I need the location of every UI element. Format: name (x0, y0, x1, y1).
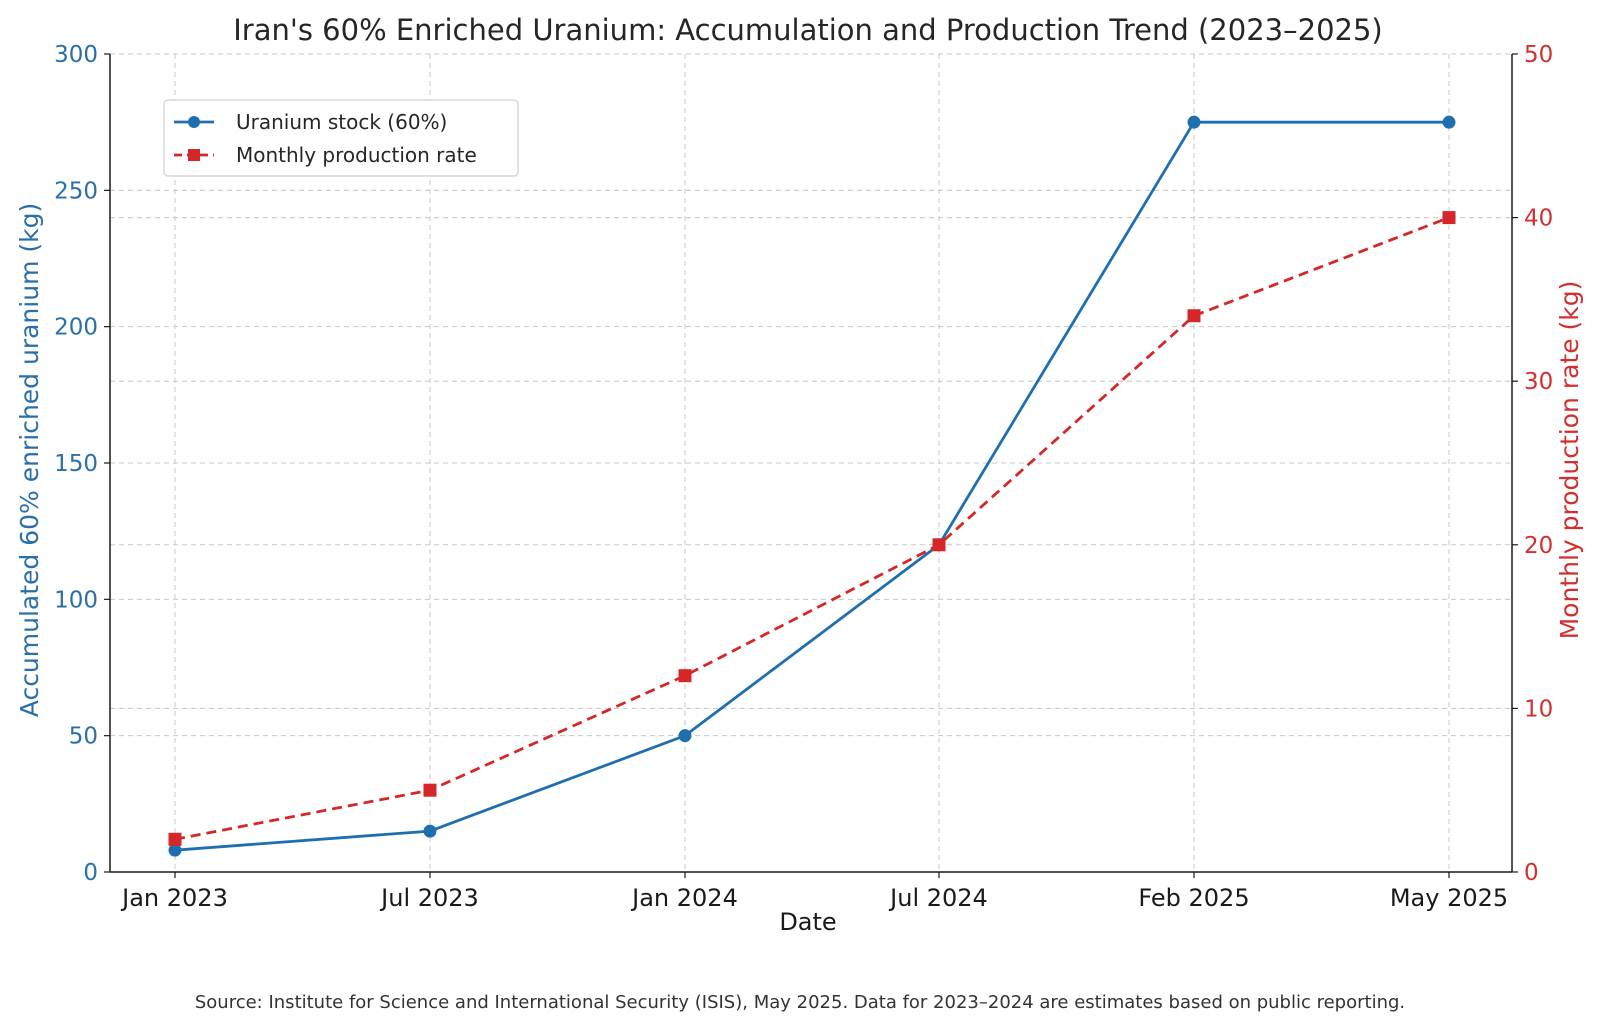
uranium-stock-point (1442, 115, 1456, 129)
x-tick-label: Jul 2024 (888, 884, 988, 912)
y-tick-label-left: 100 (54, 587, 98, 613)
legend-box (163, 99, 519, 177)
y-tick-label-left: 200 (54, 315, 98, 341)
axes: 0 50 100 150 200 250 300 0 10 20 30 40 50 Jan 2023 Jul… (54, 42, 1553, 912)
x-tick-label: Jan 2024 (630, 884, 738, 912)
y-tick-label-right: 20 (1524, 533, 1553, 559)
data-series (168, 115, 1456, 857)
production-rate-point (1187, 309, 1201, 323)
y-axis-label-left: Accumulated 60% enriched uranium (kg) (15, 203, 44, 717)
legend-label: Monthly production rate (236, 143, 477, 167)
x-tick-label: May 2025 (1390, 884, 1508, 912)
x-tick-label: Jul 2023 (379, 884, 479, 912)
y-axis-label-right: Monthly production rate (kg) (1555, 281, 1584, 640)
legend-marker-square (188, 149, 200, 161)
uranium-stock-point (423, 824, 437, 838)
uranium-stock-point (1187, 115, 1201, 129)
production-rate-point (168, 832, 182, 846)
uranium-stock-point (678, 729, 692, 743)
y-tick-label-left: 0 (83, 860, 98, 886)
y-tick-label-right: 0 (1524, 860, 1539, 886)
legend-marker-circle (188, 116, 200, 128)
y-tick-label-right: 10 (1524, 696, 1553, 722)
source-note: Source: Institute for Science and Intern… (195, 992, 1405, 1013)
uranium-stock-point (168, 843, 182, 857)
legend-label: Uranium stock (60%) (236, 110, 447, 134)
x-tick-label: Jan 2023 (120, 884, 228, 912)
chart-title: Iran's 60% Enriched Uranium: Accumulatio… (233, 13, 1382, 47)
uranium-stock-line (174, 120, 1449, 852)
x-axis-label: Date (779, 908, 836, 936)
production-rate-point (678, 669, 692, 683)
production-rate-point (423, 783, 437, 797)
y-tick-label-left: 300 (54, 42, 98, 68)
x-tick-label: Feb 2025 (1138, 884, 1249, 912)
production-rate-point (932, 538, 946, 552)
y-tick-label-left: 150 (54, 451, 98, 477)
y-tick-label-right: 40 (1524, 206, 1553, 232)
gridlines (110, 53, 1512, 873)
production-rate-point (1442, 211, 1456, 225)
y-tick-label-left: 250 (54, 178, 98, 204)
y-tick-label-right: 50 (1524, 42, 1553, 68)
y-tick-label-left: 50 (69, 724, 98, 750)
legend: Uranium stock (60%) Monthly production ra… (163, 99, 519, 177)
production-rate-line (174, 216, 1450, 841)
y-tick-label-right: 30 (1524, 369, 1553, 395)
